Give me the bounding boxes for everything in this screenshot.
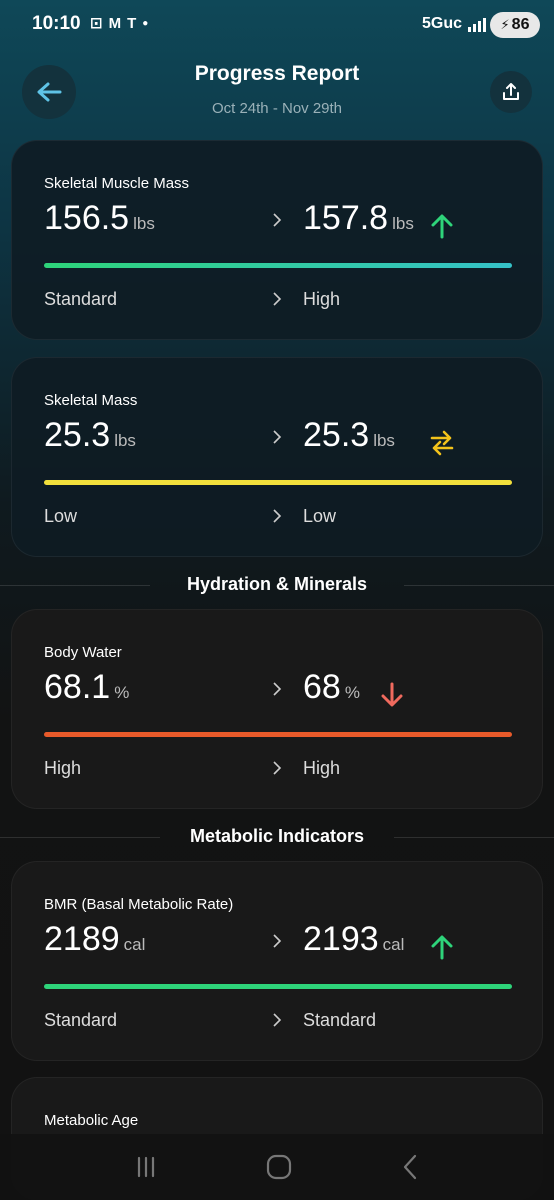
current-value: 2193 cal [303, 920, 404, 964]
value-number: 25.3 [303, 416, 370, 454]
range-bar [44, 732, 512, 737]
value-unit: lbs [114, 431, 136, 450]
charging-icon: ⚡ [500, 17, 510, 32]
notification-icons: ⊡ M T ● [90, 14, 149, 33]
back-nav-icon[interactable] [400, 1154, 420, 1180]
previous-status: Standard [44, 289, 118, 309]
metric-label: Metabolic Age [44, 1112, 139, 1129]
range-bar [44, 984, 512, 989]
value-number: 25.3 [44, 416, 111, 454]
home-icon[interactable] [266, 1154, 292, 1180]
value-unit: cal [123, 935, 146, 954]
metric-card-bmr[interactable]: BMR (Basal Metabolic Rate) 2189 cal 2193… [11, 861, 543, 1061]
status-bar: 10:10 ⊡ M T ● 5Guc ⚡ 86 [0, 0, 554, 54]
value-number: 2189 [44, 920, 120, 958]
current-value: 68 % [303, 668, 360, 712]
swap-arrows-icon [430, 430, 454, 456]
previous-status: Standard [44, 1010, 118, 1030]
signal-icon [468, 16, 486, 32]
value-number: 68.1 [44, 668, 111, 706]
chevron-right-icon [273, 1013, 282, 1027]
back-button[interactable] [22, 65, 76, 119]
metric-card-skeletal-mass[interactable]: Skeletal Mass 25.3 lbs 25.3 lbs Low Low [11, 357, 543, 557]
value-unit: % [114, 683, 130, 702]
chevron-right-icon [273, 682, 282, 696]
value-number: 156.5 [44, 199, 130, 237]
section-divider [394, 837, 554, 838]
section-divider [0, 837, 160, 838]
gmail-icon: M [108, 14, 122, 32]
previous-status: High [44, 758, 82, 778]
value-unit: lbs [133, 214, 155, 233]
battery-level: 86 [511, 16, 530, 33]
chevron-right-icon [273, 934, 282, 948]
chevron-right-icon [273, 509, 282, 523]
value-unit: lbs [392, 214, 414, 233]
current-value: 157.8 lbs [303, 199, 414, 243]
date-range: Oct 24th - Nov 29th [211, 100, 343, 117]
metric-label: Skeletal Mass [44, 392, 138, 409]
dot-icon: ● [142, 17, 149, 29]
section-divider [0, 585, 150, 586]
up-arrow-icon [431, 214, 453, 239]
metric-label: Skeletal Muscle Mass [44, 175, 190, 192]
range-bar [44, 480, 512, 485]
current-value: 25.3 lbs [303, 416, 395, 460]
current-status: Low [303, 506, 337, 526]
value-number: 157.8 [303, 199, 389, 237]
chevron-right-icon [273, 292, 282, 306]
metric-label: Body Water [44, 644, 122, 661]
previous-value: 25.3 lbs [44, 416, 136, 460]
metric-card-body-water[interactable]: Body Water 68.1 % 68 % High High [11, 609, 543, 809]
chevron-right-icon [273, 430, 282, 444]
back-arrow-icon [37, 82, 62, 102]
screenshot-icon: ⊡ [90, 15, 103, 32]
previous-value: 68.1 % [44, 668, 129, 712]
share-button[interactable] [490, 71, 532, 113]
value-unit: % [344, 683, 360, 702]
current-status: High [303, 758, 341, 778]
current-status: Standard [303, 1010, 377, 1030]
metric-label: BMR (Basal Metabolic Rate) [44, 896, 234, 913]
section-divider [404, 585, 554, 586]
section-title-metabolic: Metabolic Indicators [189, 826, 365, 846]
section-title-hydration: Hydration & Minerals [186, 574, 368, 594]
previous-status: Low [44, 506, 78, 526]
battery-indicator: ⚡ 86 [490, 12, 540, 38]
value-number: 2193 [303, 920, 379, 958]
chevron-right-icon [273, 761, 282, 775]
value-number: 68 [303, 668, 341, 706]
page-title: Progress Report [194, 62, 360, 85]
down-arrow-icon [381, 682, 403, 707]
status-time: 10:10 [32, 13, 81, 34]
recent-apps-icon[interactable] [134, 1156, 158, 1178]
network-indicator: 5Guc [421, 15, 462, 32]
previous-value: 2189 cal [44, 920, 145, 964]
current-status: High [303, 289, 341, 309]
value-unit: lbs [373, 431, 395, 450]
previous-value: 156.5 lbs [44, 199, 155, 243]
system-nav-bar [0, 1134, 554, 1200]
metric-card-skeletal-muscle-mass[interactable]: Skeletal Muscle Mass 156.5 lbs 157.8 lbs… [11, 140, 543, 340]
up-arrow-icon [431, 935, 453, 960]
tmobile-icon: T [127, 14, 137, 32]
chevron-right-icon [273, 213, 282, 227]
header: Progress Report Oct 24th - Nov 29th [0, 54, 554, 134]
range-bar [44, 263, 512, 268]
value-unit: cal [382, 935, 405, 954]
share-icon [503, 83, 519, 100]
